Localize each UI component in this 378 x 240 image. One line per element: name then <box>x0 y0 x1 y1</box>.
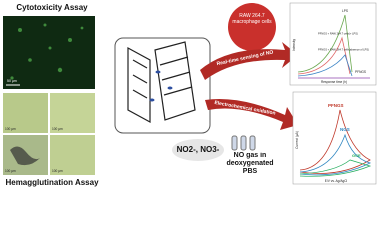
microscopy-image <box>3 16 95 89</box>
sensing-curves <box>297 14 370 79</box>
y-axis-label: Current (µA) <box>295 131 299 149</box>
curve-label: NGS <box>340 127 350 132</box>
curve-label: GCE <box>352 153 361 158</box>
cell-circle <box>228 3 276 51</box>
graphene-sheets <box>127 41 196 124</box>
cells-label-box: RAW 264.7 macrophage cells <box>232 13 272 25</box>
scale-label: 50 µm <box>7 79 17 83</box>
graphical-abstract: Cytotoxicity Assay 50 µm 100 µm 100 µm 1… <box>3 2 377 187</box>
curve-label: PFNGS + RAW 264.7 cells(+ LPS) <box>318 32 358 36</box>
panel-scale: 100 µm <box>5 127 16 131</box>
panel-scale: 100 µm <box>52 169 63 173</box>
curve-label: PFNGS <box>355 70 366 74</box>
no-molecules <box>149 70 173 102</box>
oxidation-arrow <box>205 99 298 130</box>
gas-label-box: NO gas in deoxygenated PBS <box>226 152 274 175</box>
hemagglutination-title: Hemagglutination Assay <box>5 178 99 187</box>
curve-label: PFNGS <box>328 103 344 108</box>
gas-label: NO gas in deoxygenated PBS <box>226 152 274 175</box>
products-label: NO2-, NO3- <box>177 145 220 154</box>
curve-label: PFNGS + RAW 264.7 cells(absence of LPS) <box>318 48 369 52</box>
y-axis-label: Intensity <box>292 39 296 51</box>
cv-curves <box>299 109 372 177</box>
panel-scale: 100 µm <box>5 169 16 173</box>
test-tubes <box>231 135 256 151</box>
graphene-box <box>114 37 211 134</box>
products-bubble <box>172 139 224 161</box>
cells-label: RAW 264.7 macrophage cells <box>232 13 272 25</box>
cells-dots <box>10 23 84 80</box>
x-axis-label: Response time (h) <box>321 80 347 84</box>
cytotoxicity-title: Cytotoxicity Assay <box>16 3 88 12</box>
panel-scale: 100 µm <box>52 127 63 131</box>
x-axis-label: E/V vs. Ag/AgCl <box>325 179 348 183</box>
hemagglutination-panels <box>3 93 95 175</box>
curve-label: LPS <box>342 9 348 13</box>
sensing-arrow <box>200 42 298 80</box>
